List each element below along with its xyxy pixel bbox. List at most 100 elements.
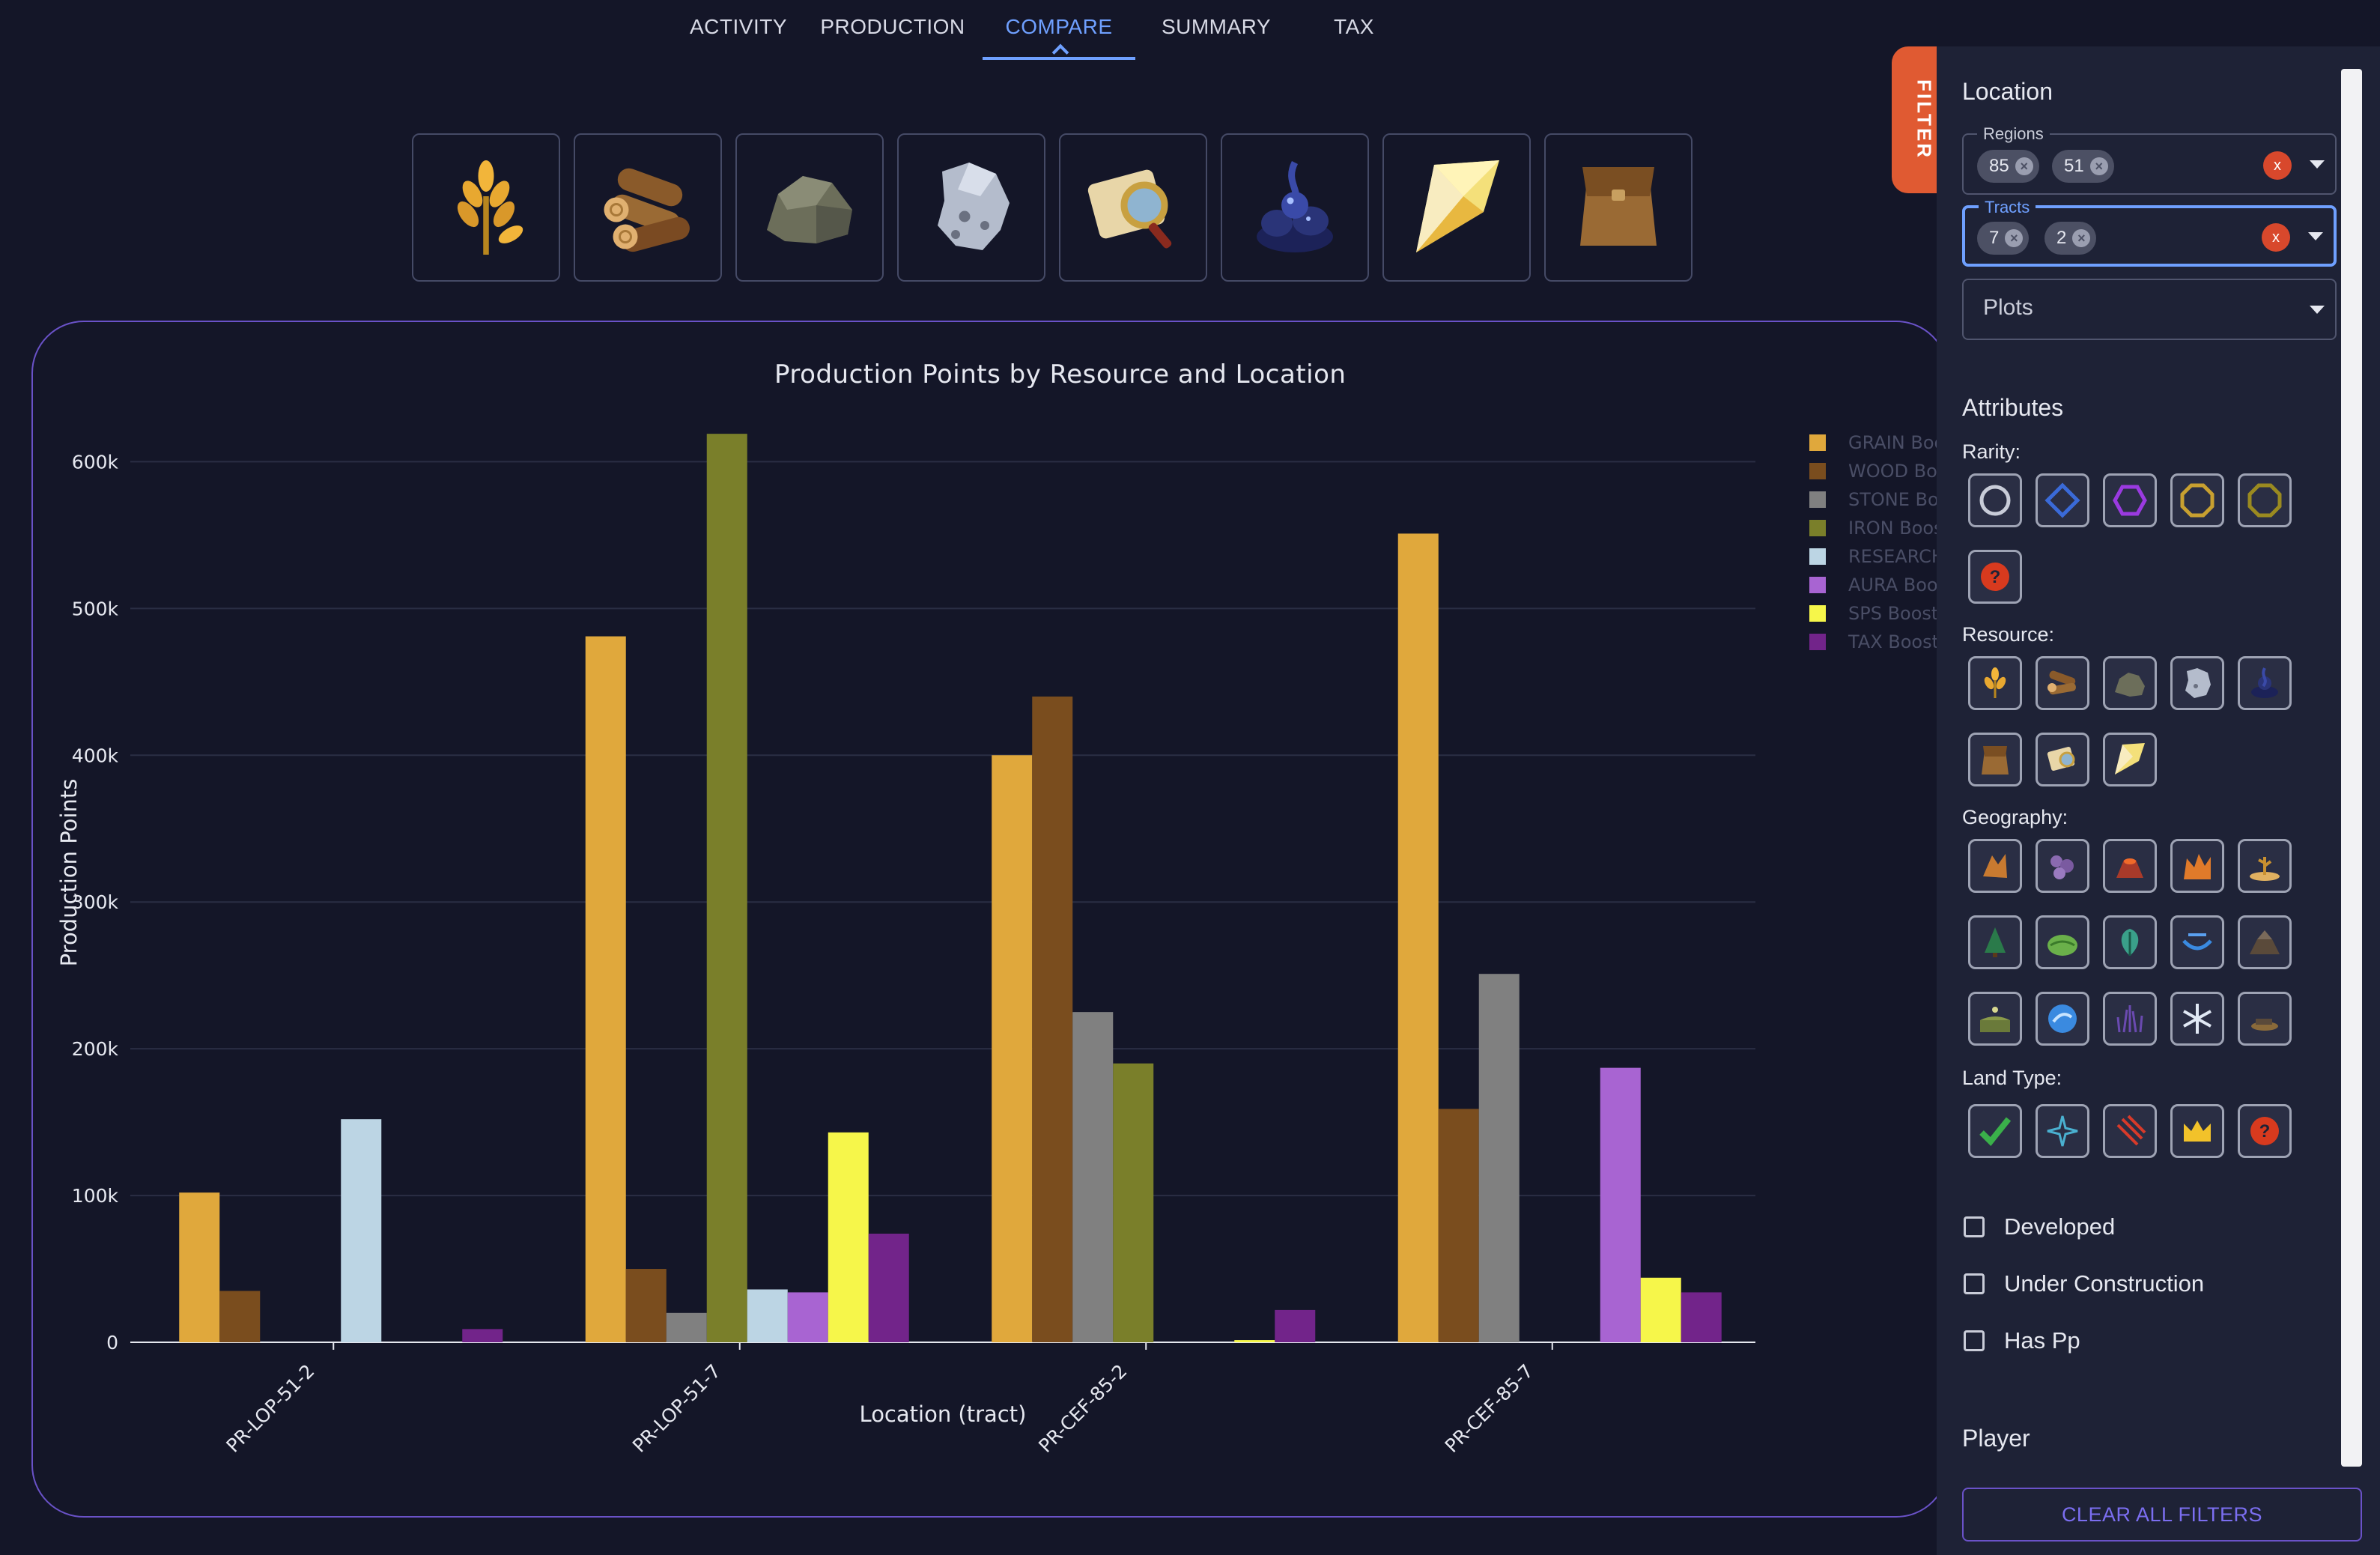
chip-remove-icon[interactable]: ×: [2015, 157, 2033, 175]
developed-checkbox[interactable]: [1964, 1216, 1985, 1237]
tract-chip[interactable]: 7 ×: [1977, 222, 2030, 255]
sidebar-scrollbar[interactable]: [2341, 69, 2362, 1467]
legend-label: RESEARCH Boost: [1848, 546, 1947, 567]
land-type-claws-button[interactable]: [2103, 1104, 2157, 1158]
geography-hills-button[interactable]: [2036, 915, 2089, 969]
legend-swatch: [1809, 491, 1826, 508]
geography-jungle-button[interactable]: [2103, 915, 2157, 969]
chip-remove-icon[interactable]: ×: [2005, 229, 2024, 247]
research-resource-button[interactable]: [1059, 133, 1207, 282]
geography-bog-button[interactable]: [2036, 839, 2089, 893]
rarity-mythic-button[interactable]: [2238, 473, 2292, 527]
legend-item[interactable]: IRON Boost: [1809, 514, 1949, 542]
aura-resource-button[interactable]: [1221, 133, 1369, 282]
bar: [747, 1289, 788, 1342]
rarity-common-button[interactable]: [1968, 473, 2022, 527]
plots-select[interactable]: Plots: [1962, 279, 2337, 340]
geography-caldera-button[interactable]: [2103, 839, 2157, 893]
tax-resource-button[interactable]: [1544, 133, 1693, 282]
chip-remove-icon[interactable]: ×: [2089, 157, 2108, 175]
chevron-down-icon[interactable]: [2310, 160, 2325, 169]
stone-filter-button[interactable]: [2103, 656, 2157, 710]
geography-lake-button[interactable]: [2170, 915, 2224, 969]
has-pp-checkbox-row[interactable]: Has Pp: [1964, 1327, 2080, 1354]
tab-production[interactable]: PRODUCTION: [820, 15, 965, 38]
regions-select[interactable]: Regions 85 × 51 × x: [1962, 124, 2337, 195]
grain-filter-button[interactable]: [1968, 656, 2022, 710]
question-icon: ?: [1981, 563, 2009, 591]
tab-compare[interactable]: COMPARE: [983, 0, 1135, 60]
land-type-crown-button[interactable]: [2170, 1104, 2224, 1158]
geography-mesa-button[interactable]: [2238, 915, 2292, 969]
geography-wasteland-button[interactable]: [2238, 992, 2292, 1046]
region-chip[interactable]: 51 ×: [2052, 150, 2114, 183]
clear-all-filters-button[interactable]: CLEAR ALL FILTERS: [1962, 1488, 2362, 1542]
claw-icon: [2116, 1115, 2146, 1146]
sps-filter-button[interactable]: [2103, 733, 2157, 786]
stone-icon: [2115, 673, 2145, 697]
geography-plains-button[interactable]: [1968, 992, 2022, 1046]
stone-resource-button[interactable]: [735, 133, 884, 282]
hexagon-icon: [2113, 485, 2147, 516]
tracts-select[interactable]: Tracts 7 × 2 × x: [1962, 198, 2337, 267]
geography-swamp-button[interactable]: [2103, 992, 2157, 1046]
geography-forest-button[interactable]: [1968, 915, 2022, 969]
under-construction-checkbox[interactable]: [1964, 1273, 1985, 1294]
octagon-outline-icon: [2247, 483, 2282, 518]
forest-icon: [1985, 927, 2006, 957]
legend-item[interactable]: SPS Boost: [1809, 599, 1947, 628]
x-tick-label: PR-CEF-85-7: [1441, 1360, 1537, 1457]
tab-activity[interactable]: ACTIVITY: [689, 15, 787, 38]
chevron-down-icon[interactable]: [2308, 232, 2323, 240]
region-chip[interactable]: 85 ×: [1977, 150, 2039, 183]
legend-label: TAX Boost: [1848, 631, 1940, 652]
rarity-epic-button[interactable]: [2103, 473, 2157, 527]
aura-filter-button[interactable]: [2238, 656, 2292, 710]
wood-resource-button[interactable]: [574, 133, 722, 282]
tax-filter-button[interactable]: [1968, 733, 2022, 786]
developed-label: Developed: [2004, 1213, 2116, 1240]
legend-item[interactable]: TAX Boost: [1809, 628, 1947, 656]
legend-item[interactable]: RESEARCH Boost: [1809, 542, 1947, 571]
rarity-unknown-button[interactable]: ?: [1968, 550, 2022, 604]
legend-label: GRAIN Boost: [1848, 432, 1947, 453]
land-type-magic-button[interactable]: [2036, 1104, 2089, 1158]
tract-chip[interactable]: 2 ×: [2044, 222, 2097, 255]
geography-badlands-button[interactable]: [1968, 839, 2022, 893]
tracts-clear-button[interactable]: x: [2262, 223, 2290, 252]
under-construction-checkbox-row[interactable]: Under Construction: [1964, 1270, 2204, 1297]
has-pp-checkbox[interactable]: [1964, 1330, 1985, 1351]
tab-tax[interactable]: TAX: [1334, 15, 1374, 38]
iron-filter-button[interactable]: [2170, 656, 2224, 710]
legend-item[interactable]: WOOD Boost: [1809, 457, 1947, 485]
legend-item[interactable]: STONE Boost: [1809, 485, 1947, 514]
chevron-down-icon[interactable]: [2310, 306, 2325, 314]
production-bar-chart: 0 100k 200k 300k 400k 500k 600k PR-LOP-51-2 PR-L…: [56, 434, 1755, 1457]
geography-tundra-button[interactable]: [2170, 992, 2224, 1046]
rarity-rare-button[interactable]: [2036, 473, 2089, 527]
developed-checkbox-row[interactable]: Developed: [1964, 1213, 2115, 1240]
grain-resource-button[interactable]: [412, 133, 560, 282]
wood-filter-button[interactable]: [2036, 656, 2089, 710]
has-pp-label: Has Pp: [2004, 1327, 2080, 1354]
legend-label: IRON Boost: [1848, 518, 1949, 539]
research-filter-button[interactable]: [2036, 733, 2089, 786]
geography-desert-button[interactable]: [2238, 839, 2292, 893]
y-tick-label: 300k: [72, 891, 119, 913]
rarity-legendary-button[interactable]: [2170, 473, 2224, 527]
chip-remove-icon[interactable]: ×: [2072, 229, 2091, 247]
legend-item[interactable]: GRAIN Boost: [1809, 428, 1947, 457]
legend-item[interactable]: AURA Boost: [1809, 571, 1947, 599]
iron-resource-button[interactable]: [897, 133, 1045, 282]
land-type-unknown-button[interactable]: ?: [2238, 1104, 2292, 1158]
geography-river-button[interactable]: [2036, 992, 2089, 1046]
tab-summary[interactable]: SUMMARY: [1161, 15, 1272, 38]
geography-canyon-button[interactable]: [2170, 839, 2224, 893]
bar: [341, 1119, 382, 1342]
land-type-verified-button[interactable]: [1968, 1104, 2022, 1158]
tax-icon: [1982, 746, 2009, 775]
y-tick-label: 400k: [72, 745, 119, 766]
bar: [992, 755, 1033, 1342]
sps-resource-button[interactable]: [1382, 133, 1531, 282]
regions-clear-button[interactable]: x: [2263, 151, 2292, 180]
